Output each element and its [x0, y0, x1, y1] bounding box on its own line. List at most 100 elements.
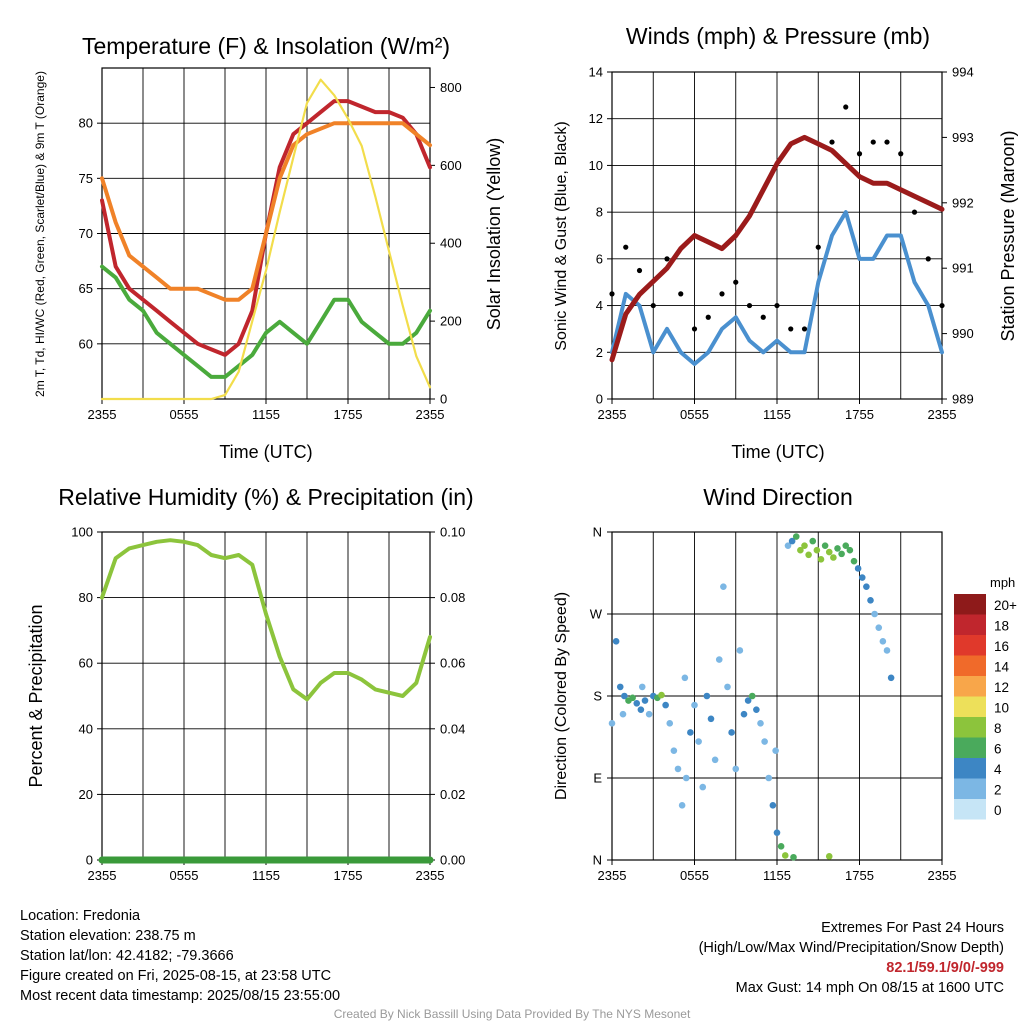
direction-point [670, 747, 678, 754]
direction-point [879, 638, 887, 645]
direction-point [805, 551, 812, 559]
y-axis-label-right: Station Pressure (Maroon) [998, 130, 1018, 341]
direction-point [638, 683, 646, 691]
y-right-tick-label: 990 [952, 326, 974, 341]
direction-point [732, 765, 740, 773]
direction-point [711, 756, 719, 764]
temperature-chart: Temperature (F) & Insolation (W/m²)2355 0… [33, 33, 504, 462]
x-axis-label: Time (UTC) [219, 442, 312, 462]
direction-point [757, 720, 764, 727]
direction-point [850, 557, 858, 565]
gust-point [623, 244, 629, 250]
direction-point [875, 624, 883, 631]
direction-point [773, 829, 781, 836]
y-right-tick-label: 994 [952, 65, 974, 80]
extremes-info: Extremes For Past 24 Hours (High/Low/Max… [699, 918, 1004, 998]
y-tick-label: 80 [79, 590, 93, 605]
direction-point [867, 597, 874, 604]
gust-point [746, 302, 753, 309]
gust-point [664, 256, 670, 262]
direction-point [883, 647, 891, 654]
legend-swatch [954, 799, 986, 820]
y-tick-label: N [593, 853, 602, 868]
station-info: Location: Fredonia Station elevation: 23… [20, 906, 340, 1006]
direction-point [769, 802, 777, 809]
direction-point [858, 574, 866, 581]
direction-point [830, 554, 837, 561]
gust-point [788, 326, 794, 332]
direction-point [720, 583, 727, 590]
series-line-station-pressure [609, 134, 945, 363]
gust-point [870, 139, 876, 145]
legend-swatch [954, 635, 986, 656]
y-axis-label-right: Solar Insolation (Yellow) [484, 138, 504, 330]
x-tick-label: 1755 [845, 868, 874, 883]
y-right-tick-label: 600 [440, 158, 462, 173]
gust-point [774, 302, 780, 309]
y-tick-label: 6 [596, 251, 603, 266]
gust-point [801, 326, 808, 332]
legend-label: 16 [994, 639, 1009, 654]
x-tick-label: 2355 [598, 868, 627, 883]
direction-point [637, 706, 645, 713]
direction-point [682, 774, 690, 782]
x-tick-label: 0555 [680, 407, 709, 422]
direction-point [781, 852, 789, 859]
direction-point [740, 710, 748, 718]
direction-point [887, 674, 895, 682]
legend-swatch [954, 594, 986, 615]
legend-swatch [954, 614, 986, 635]
y-right-tick-label: 800 [440, 80, 462, 95]
direction-point [788, 537, 796, 545]
x-tick-label: 1155 [252, 407, 280, 422]
direction-point [838, 550, 845, 558]
y-tick-label: 60 [79, 656, 93, 671]
x-tick-label: 2355 [416, 868, 445, 883]
direction-point [681, 674, 689, 682]
winds-pressure-chart: Winds (mph) & Pressure (mb) 2355 0555 1155 1… [553, 23, 1018, 462]
gust-point [609, 291, 615, 297]
direction-point [761, 738, 768, 745]
y-tick-label: 0 [86, 853, 93, 868]
gust-point [939, 302, 945, 309]
y-right-tick-label: 993 [952, 130, 974, 145]
direction-point [608, 720, 616, 727]
gust-point [650, 302, 656, 309]
direction-point [629, 694, 636, 702]
gust-point [705, 314, 711, 320]
direction-point [703, 692, 711, 700]
x-tick-label: 1755 [334, 868, 363, 883]
legend-label: 14 [994, 660, 1010, 675]
gust-point [815, 244, 821, 250]
direction-point [809, 537, 817, 545]
gust-point [829, 139, 835, 145]
extremes-values: 82.1/59.1/9/0/-999 [886, 960, 1004, 976]
chart-title: Temperature (F) & Insolation (W/m²) [82, 33, 450, 59]
extremes-title: Extremes For Past 24 Hours [821, 920, 1004, 936]
legend-swatch [954, 778, 986, 799]
legend-title: mph [990, 575, 1015, 590]
direction-point [619, 710, 627, 718]
direction-point [658, 691, 665, 699]
direction-point [744, 697, 752, 704]
x-tick-label: 2355 [598, 407, 627, 422]
y-tick-label: 14 [589, 65, 603, 80]
y-tick-label: 65 [79, 281, 93, 296]
direction-point [825, 548, 833, 556]
direction-point [707, 715, 715, 723]
direction-point [821, 542, 829, 549]
x-tick-label: 2355 [928, 868, 957, 883]
direction-point [797, 546, 804, 554]
x-tick-label: 2355 [88, 407, 117, 422]
y-tick-label: 10 [589, 158, 603, 173]
legend-label: 18 [994, 619, 1009, 634]
series-line-sonic-wind [610, 210, 944, 366]
gust-point [719, 291, 725, 297]
station-latlon: Station lat/lon: 42.4182; -79.3666 [20, 948, 234, 964]
mesonet-charts-canvas: Temperature (F) & Insolation (W/m²) 2355 0… [26, 23, 1018, 883]
legend-label: 20+ [994, 598, 1017, 613]
y-right-tick-label: 0.04 [440, 721, 465, 736]
gust-point [925, 256, 931, 262]
x-tick-label: 2355 [416, 407, 445, 422]
